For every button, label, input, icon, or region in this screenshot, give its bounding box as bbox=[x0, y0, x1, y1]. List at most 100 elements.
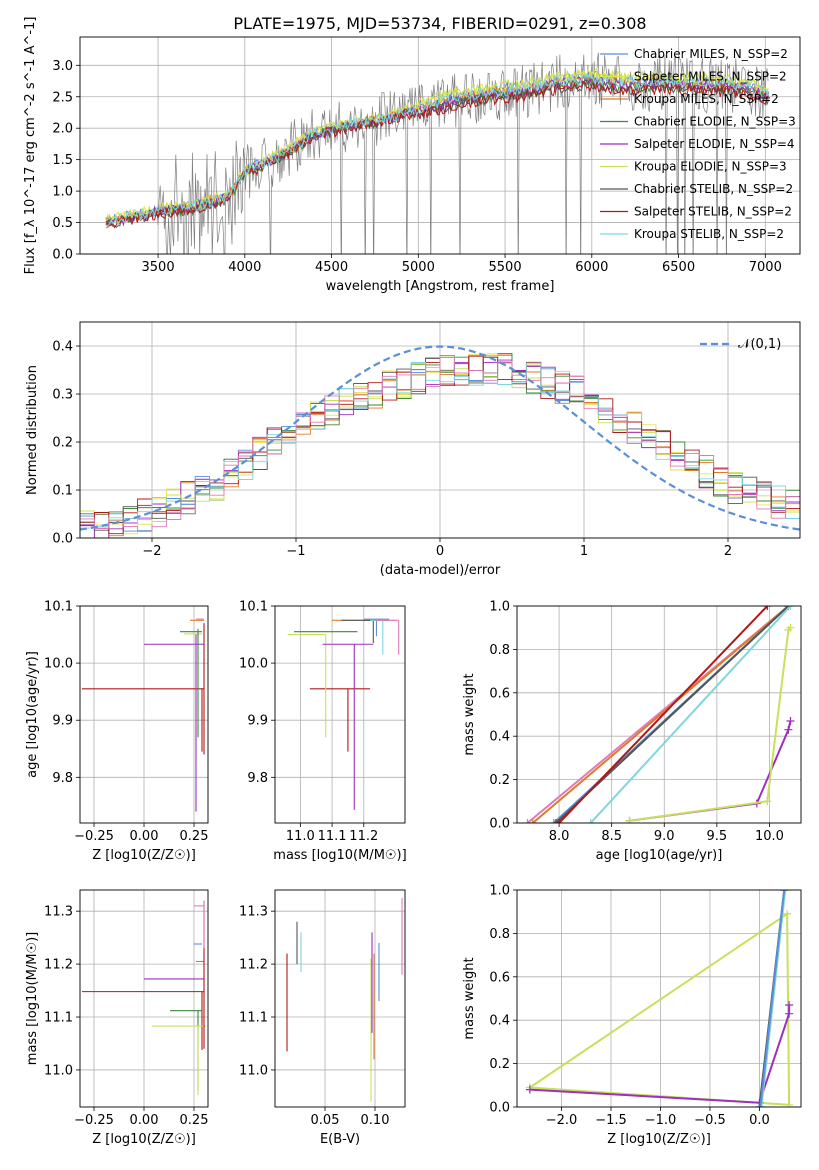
y-tick-label: 1.0 bbox=[489, 884, 510, 899]
legend-label: Salpeter ELODIE, N_SSP=4 bbox=[634, 137, 795, 151]
weight-marker bbox=[781, 890, 790, 894]
y-tick-label: 0.5 bbox=[52, 216, 73, 231]
x-axis-label: mass [log10(M/M☉)] bbox=[273, 848, 406, 863]
x-tick-label: 0.00 bbox=[130, 1113, 159, 1128]
weight-marker bbox=[555, 819, 564, 823]
plot-area bbox=[82, 900, 206, 1095]
y-tick-label: 0.6 bbox=[489, 970, 510, 985]
x-tick-label: −1.0 bbox=[645, 1113, 677, 1128]
x-tick-label: 0 bbox=[436, 544, 444, 559]
y-axis-label: mass weight bbox=[462, 957, 477, 1039]
legend-label: Chabrier ELODIE, N_SSP=3 bbox=[634, 115, 796, 129]
y-tick-label: 0.3 bbox=[52, 388, 73, 403]
residual-hist-chabrier-miles bbox=[80, 354, 800, 532]
y-axis-label: mass [log10(M/M☉)] bbox=[25, 932, 40, 1065]
legend-label: 𝒩(0,1) bbox=[738, 337, 781, 352]
plot-area bbox=[525, 890, 794, 1107]
weight-line-kroupa-miles bbox=[532, 606, 790, 823]
y-tick-label: 1.0 bbox=[489, 600, 510, 615]
axes-frame bbox=[79, 605, 209, 824]
x-axis-label: (data-model)/error bbox=[380, 563, 501, 578]
legend-label: Chabrier MILES, N_SSP=2 bbox=[634, 47, 788, 61]
x-tick-label: 11.1 bbox=[318, 829, 347, 844]
x-tick-label: 0.05 bbox=[311, 1113, 340, 1128]
weight-marker bbox=[784, 725, 793, 734]
legend-label: Salpeter MILES, N_SSP=2 bbox=[634, 70, 787, 84]
axes-frame bbox=[79, 36, 801, 255]
x-tick-label: 8.0 bbox=[549, 829, 570, 844]
age-vs-metallicity-panel: −0.25 0.00 0.25 9.8 9.9 10.0 10.1 Z [log10(Z/Z☉… bbox=[25, 600, 208, 864]
y-tick-label: 11.1 bbox=[239, 1011, 268, 1026]
axes-frame bbox=[274, 889, 406, 1108]
weight-marker bbox=[784, 625, 793, 634]
x-tick-label: 0.25 bbox=[180, 829, 209, 844]
axes-frame bbox=[274, 605, 406, 824]
mass-vs-metallicity-panel: −0.25 0.00 0.25 11.0 11.1 11.2 11.3 Z [log10(Z/… bbox=[25, 889, 209, 1147]
y-tick-label: 0.8 bbox=[489, 643, 510, 658]
x-tick-label: 4000 bbox=[228, 260, 261, 275]
y-tick-label: 0.4 bbox=[489, 730, 510, 745]
model-line-salpeter-stelib bbox=[105, 80, 769, 229]
x-tick-label: 0.00 bbox=[130, 829, 159, 844]
y-tick-label: 11.2 bbox=[239, 958, 268, 973]
x-tick-label: −0.5 bbox=[694, 1113, 726, 1128]
weight-marker bbox=[785, 1001, 794, 1010]
x-tick-label: −2.0 bbox=[546, 1113, 578, 1128]
x-tick-label: 2 bbox=[724, 544, 732, 559]
y-tick-label: 11.0 bbox=[44, 1063, 73, 1078]
legend-label: Chabrier STELIB, N_SSP=2 bbox=[634, 182, 793, 196]
y-tick-label: 0.0 bbox=[489, 817, 510, 832]
model-line-kroupa-elodie bbox=[105, 67, 769, 223]
mass-vs-ebv-panel: 0.05 0.10 11.0 11.1 11.2 11.3 E(B-V) bbox=[239, 889, 406, 1147]
y-tick-label: 10.0 bbox=[239, 657, 268, 672]
y-tick-label: 10.1 bbox=[44, 600, 73, 615]
weight-marker bbox=[763, 606, 772, 610]
weight-vs-metallicity-panel: −2.0 −1.5 −1.0 −0.5 0.0 0.0 0.2 0.4 0.6 0.8 1.0 Z [… bbox=[462, 884, 802, 1147]
x-tick-label: −1 bbox=[286, 544, 305, 559]
plot-area bbox=[105, 52, 770, 254]
axes-frame bbox=[516, 605, 802, 824]
y-axis-label: Flux [f_λ 10^-17 erg cm^-2 s^-1 A^-1] bbox=[23, 17, 38, 275]
x-tick-label: −1.5 bbox=[595, 1113, 627, 1128]
weight-marker bbox=[763, 797, 772, 806]
x-tick-label: 8.5 bbox=[601, 829, 622, 844]
spectrum-panel: 3500 4000 4500 5000 5500 6000 6500 7000 0.0 0.5 1.… bbox=[23, 17, 801, 294]
y-tick-label: 11.3 bbox=[44, 905, 73, 920]
weight-line-salpeter-stelib bbox=[558, 606, 769, 823]
x-tick-label: 1 bbox=[580, 544, 588, 559]
x-axis-label: wavelength [Angstrom, rest frame] bbox=[326, 279, 555, 294]
y-axis-label: Normed distribution bbox=[25, 365, 40, 495]
weight-marker bbox=[783, 909, 792, 918]
x-tick-label: 7000 bbox=[749, 260, 782, 275]
y-tick-label: 9.9 bbox=[247, 714, 268, 729]
model-line-kroupa-stelib bbox=[105, 72, 770, 227]
y-tick-label: 10.1 bbox=[239, 600, 268, 615]
x-tick-label: 4500 bbox=[315, 260, 348, 275]
x-tick-label: −0.25 bbox=[74, 1113, 114, 1128]
plot-area bbox=[523, 606, 795, 823]
y-tick-label: 11.2 bbox=[44, 958, 73, 973]
x-axis-label: Z [log10(Z/Z☉)] bbox=[92, 848, 196, 863]
y-tick-label: 3.0 bbox=[52, 59, 73, 74]
legend-label: Salpeter STELIB, N_SSP=2 bbox=[634, 205, 792, 219]
y-tick-label: 0.0 bbox=[489, 1101, 510, 1116]
x-tick-label: 0.10 bbox=[361, 1113, 390, 1128]
x-tick-label: 9.5 bbox=[707, 829, 728, 844]
y-tick-label: 0.2 bbox=[489, 1057, 510, 1072]
x-tick-label: 6500 bbox=[662, 260, 695, 275]
age-vs-mass-panel: 11.0 11.1 11.2 9.8 9.9 10.0 10.1 mass [log10(M/… bbox=[239, 600, 407, 864]
weight-line-kroupa-stelib bbox=[589, 606, 792, 823]
y-tick-label: 9.8 bbox=[52, 771, 73, 786]
x-tick-label: 0.25 bbox=[180, 1113, 209, 1128]
weight-marker bbox=[586, 819, 595, 823]
x-axis-label: age [log10(age/yr)] bbox=[596, 848, 723, 863]
axes-frame bbox=[79, 321, 801, 539]
x-tick-label: 10.0 bbox=[755, 829, 784, 844]
weight-marker bbox=[786, 717, 795, 726]
plot-area bbox=[287, 618, 400, 810]
x-tick-label: 9.0 bbox=[654, 829, 675, 844]
x-axis-label: Z [log10(Z/Z☉)] bbox=[92, 1132, 196, 1147]
plot-area bbox=[80, 345, 800, 538]
y-tick-label: 0.0 bbox=[52, 532, 73, 547]
